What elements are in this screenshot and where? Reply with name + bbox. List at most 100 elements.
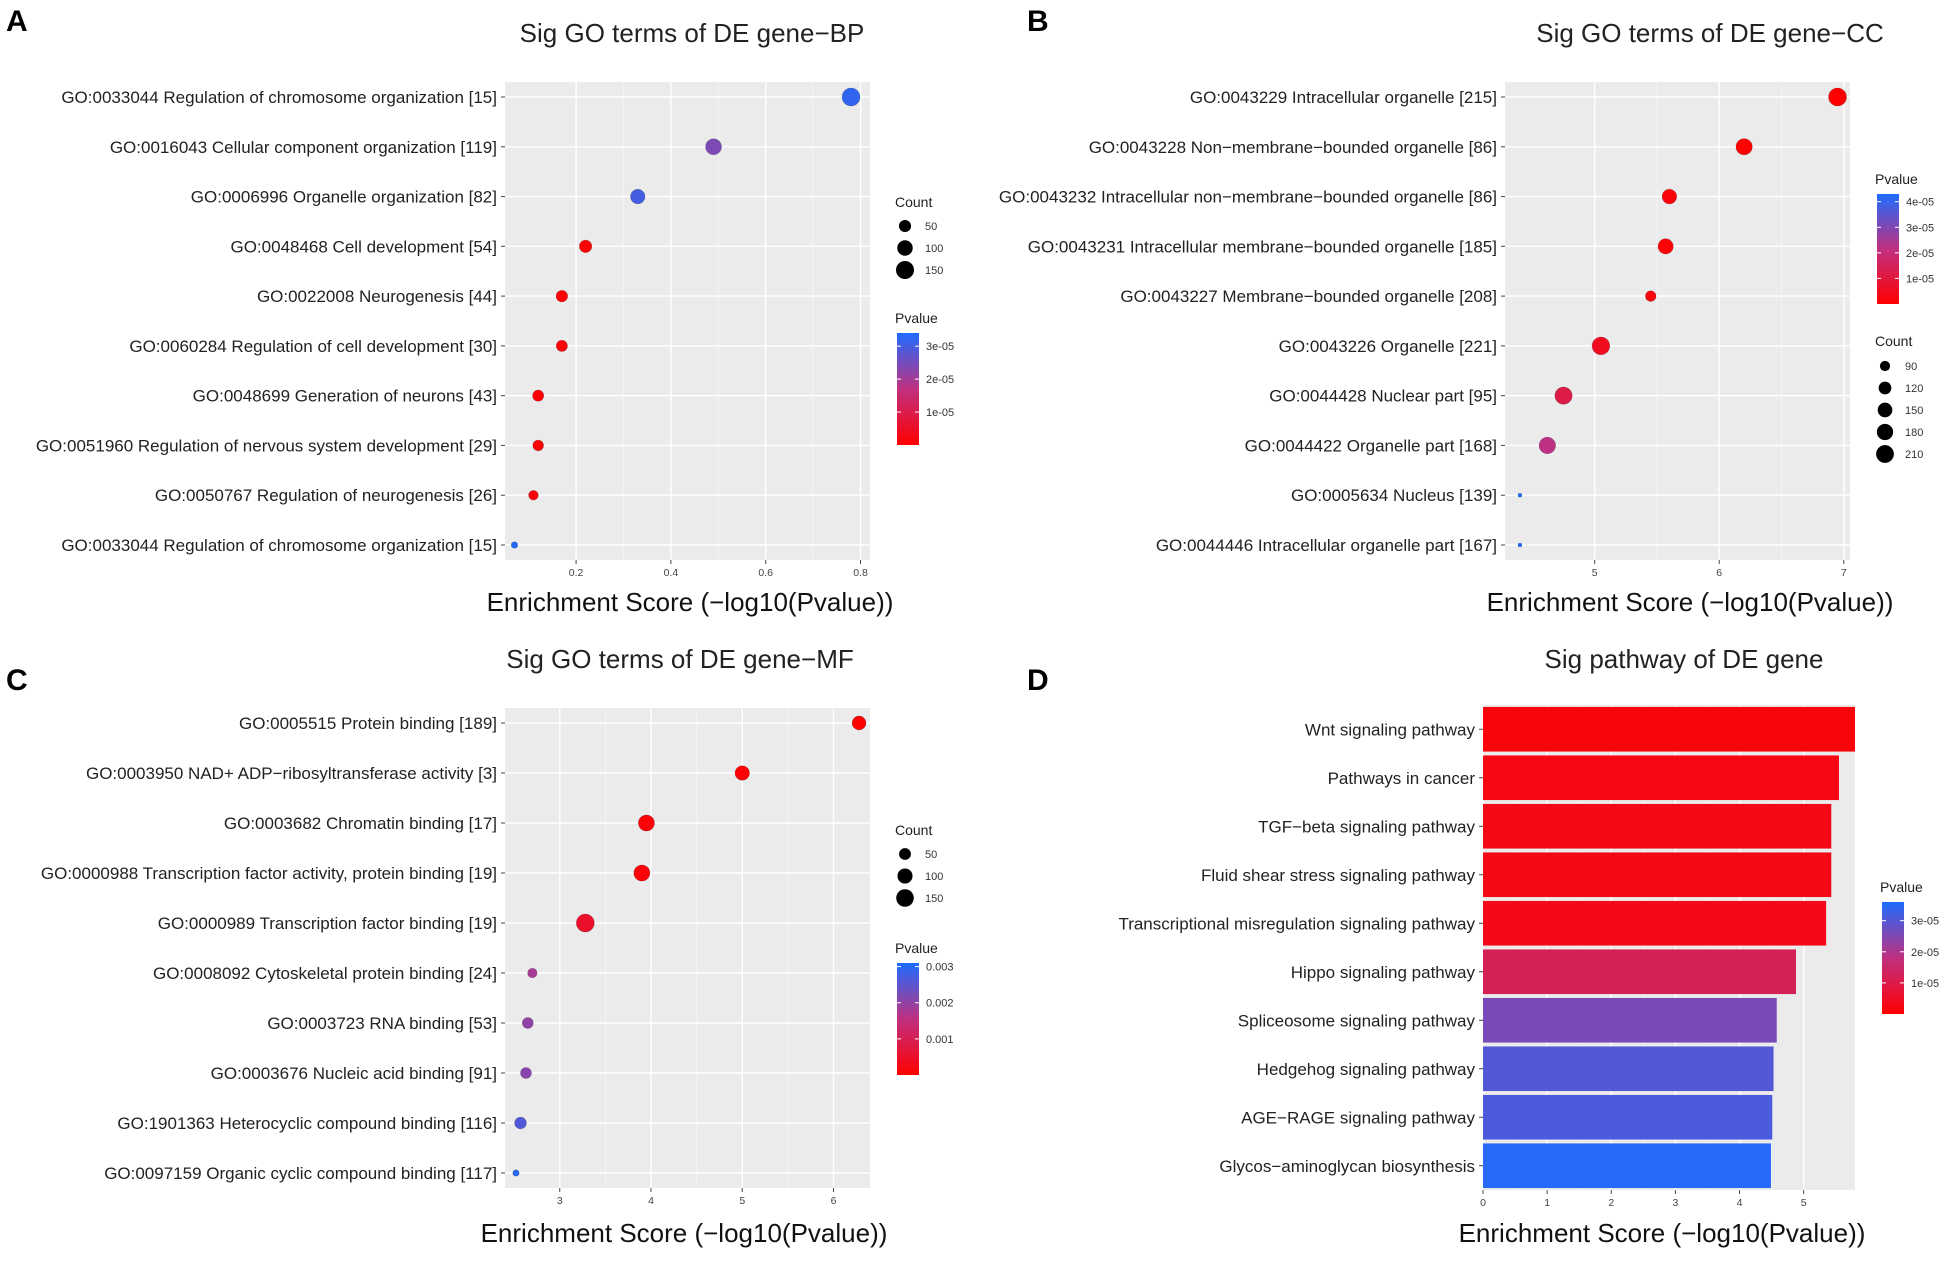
data-point [638, 814, 655, 832]
data-point [514, 1116, 527, 1130]
bar [1483, 852, 1832, 898]
x-tick-label: 6 [831, 1195, 837, 1207]
plot-background [505, 708, 870, 1188]
pathway-label: Fluid shear stress signaling pathway [1201, 866, 1476, 885]
pvalue-legend: Pvalue 1e-05 2e-05 3e-05 [1880, 879, 1939, 1014]
colorbar-tick-label: 0.001 [926, 1034, 954, 1046]
term-label: GO:0000988 Transcription factor activity… [41, 864, 497, 883]
bar [1483, 1094, 1773, 1140]
term-label: GO:0044446 Intracellular organelle part … [1156, 536, 1497, 555]
term-label: GO:0033044 Regulation of chromosome orga… [61, 88, 497, 107]
bar [1483, 706, 1855, 752]
count-legend-label: 90 [1905, 361, 1917, 373]
colorbar-tick-label: 3e-05 [1911, 916, 1939, 928]
count-legend: Count 90 120 150 180 210 [1875, 333, 1923, 463]
bar [1483, 997, 1777, 1043]
x-tick-label: 0.4 [664, 567, 679, 579]
bar [1483, 1046, 1774, 1092]
x-tick-label: 4 [648, 1195, 654, 1207]
term-label: GO:0043227 Membrane−bounded organelle [2… [1120, 287, 1497, 306]
panel-label: A [6, 5, 28, 38]
term-label: GO:0003723 RNA binding [53] [267, 1014, 497, 1033]
pathway-label: TGF−beta signaling pathway [1258, 817, 1475, 836]
x-tick-label: 0.8 [853, 567, 868, 579]
panel-label: D [1027, 664, 1049, 697]
data-point [528, 490, 539, 501]
data-point [555, 339, 568, 352]
pathway-label: Spliceosome signaling pathway [1238, 1011, 1476, 1030]
data-point [575, 913, 595, 933]
count-legend-label: 150 [925, 893, 943, 905]
count-legend-dot [899, 848, 911, 860]
chart-title: Sig GO terms of DE gene−BP [520, 18, 865, 48]
pathway-label: Wnt signaling pathway [1305, 720, 1476, 739]
data-point [512, 1169, 520, 1177]
plot-background [1505, 82, 1850, 560]
term-label: GO:0043226 Organelle [221] [1279, 337, 1497, 356]
count-legend-title: Count [895, 194, 932, 210]
data-point [841, 87, 861, 107]
term-label: GO:0005634 Nucleus [139] [1291, 486, 1497, 505]
x-tick-label: 2 [1608, 1197, 1614, 1209]
count-legend-dot [1879, 360, 1891, 372]
count-legend: Count 50 100 150 [895, 822, 943, 907]
count-legend-dot [896, 889, 914, 907]
term-label: GO:0050767 Regulation of neurogenesis [2… [155, 486, 497, 505]
colorbar-tick-label: 1e-05 [1906, 273, 1934, 285]
colorbar-tick-label: 2e-05 [1906, 248, 1934, 260]
count-legend-dot [1876, 445, 1894, 463]
term-label: GO:0016043 Cellular component organizati… [110, 138, 497, 157]
term-label: GO:0043228 Non−membrane−bounded organell… [1089, 138, 1497, 157]
panel-label: B [1027, 5, 1049, 38]
data-point [532, 439, 544, 452]
data-point [579, 239, 593, 253]
colorbar-tick-label: 0.002 [926, 998, 954, 1010]
panel-bp: A Sig GO terms of DE gene−BP Enrichment … [6, 5, 954, 617]
pathway-label: Hippo signaling pathway [1291, 963, 1476, 982]
data-point [633, 864, 651, 882]
pathway-label: Transcriptional misregulation signaling … [1118, 914, 1475, 933]
x-axis-label: Enrichment Score (−log10(Pvalue)) [1459, 1218, 1866, 1248]
colorbar-tick-label: 1e-05 [1911, 978, 1939, 990]
term-label: GO:0008092 Cytoskeletal protein binding … [153, 964, 497, 983]
pvalue-colorbar [897, 333, 919, 445]
data-point [1657, 238, 1674, 255]
data-point [630, 188, 646, 205]
x-tick-label: 3 [1672, 1197, 1678, 1209]
bar [1483, 949, 1796, 995]
count-legend-label: 50 [925, 849, 937, 861]
chart-title: Sig GO terms of DE gene−CC [1536, 18, 1884, 48]
term-label: GO:0044422 Organelle part [168] [1245, 436, 1497, 455]
data-point [1828, 87, 1847, 107]
data-point [522, 1017, 534, 1029]
count-legend-label: 150 [925, 265, 943, 277]
count-legend-label: 50 [925, 221, 937, 233]
x-axis-label: Enrichment Score (−log10(Pvalue)) [487, 587, 894, 617]
data-point [1554, 386, 1573, 405]
x-tick-label: 4 [1737, 1197, 1743, 1209]
count-legend-title: Count [895, 822, 932, 838]
colorbar-tick-label: 3e-05 [1906, 222, 1934, 234]
term-label: GO:0043231 Intracellular membrane−bounde… [1028, 237, 1497, 256]
term-label: GO:0000989 Transcription factor binding … [158, 914, 497, 933]
data-point [1735, 138, 1753, 156]
panel-mf: C Sig GO terms of DE gene−MF Enrichment … [6, 644, 954, 1248]
term-label: GO:0051960 Regulation of nervous system … [36, 436, 497, 455]
count-legend-label: 180 [1905, 427, 1923, 439]
term-label: GO:0005515 Protein binding [189] [239, 714, 497, 733]
pvalue-colorbar [1877, 194, 1899, 304]
x-tick-label: 3 [557, 1195, 563, 1207]
term-label: GO:0043232 Intracellular non−membrane−bo… [999, 188, 1497, 207]
count-legend-dot [1878, 381, 1892, 395]
data-point [851, 715, 867, 731]
chart-title: Sig GO terms of DE gene−MF [506, 644, 854, 674]
count-legend-label: 120 [1905, 383, 1923, 395]
term-label: GO:0006996 Organelle organization [82] [191, 188, 497, 207]
chart-title: Sig pathway of DE gene [1545, 644, 1824, 674]
x-tick-label: 1 [1544, 1197, 1550, 1209]
pvalue-legend-title: Pvalue [895, 940, 938, 956]
colorbar-tick-label: 0.003 [926, 962, 954, 974]
pvalue-legend: Pvalue 1e-05 2e-05 3e-05 4e-05 [1875, 171, 1934, 304]
pvalue-colorbar [897, 963, 919, 1075]
